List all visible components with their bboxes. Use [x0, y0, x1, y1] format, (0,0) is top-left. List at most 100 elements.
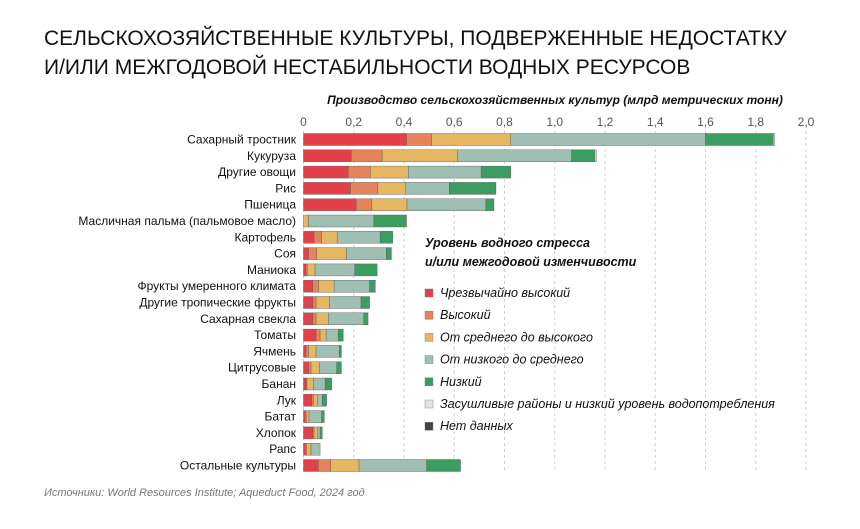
- bar-segment: [303, 443, 306, 456]
- bar-segment: [303, 231, 315, 244]
- bar-segment: [303, 328, 317, 342]
- category-label: Масличная пальма (пальмовое масло): [78, 214, 296, 228]
- category-label: Фрукты умеренного климата: [138, 279, 297, 293]
- bar-segment: [303, 149, 352, 163]
- bar-segment: [306, 410, 310, 423]
- bar-segment: [312, 312, 317, 325]
- bar-segment: [312, 280, 319, 293]
- bar-segment: [350, 182, 379, 195]
- bar-segment: [303, 459, 319, 472]
- category-label: Другие тропические фрукты: [139, 296, 296, 310]
- x-tick-label: 1,2: [597, 115, 614, 129]
- bar-segment: [374, 280, 376, 293]
- x-tick-label: 0,8: [496, 115, 513, 129]
- legend-label: Низкий: [440, 375, 482, 389]
- bar-segment: [356, 198, 373, 211]
- legend-swatch: [424, 399, 434, 409]
- bar-segment: [377, 182, 406, 195]
- bar-segment: [360, 296, 370, 309]
- legend-title: Уровень водного стресса: [425, 236, 590, 250]
- category-label: Цитрусовые: [228, 361, 296, 375]
- bar-segment: [303, 296, 313, 309]
- bar-segment: [315, 328, 321, 342]
- legend-label: Засушливые районы и низкий уровень водоп…: [440, 397, 775, 411]
- bar-segment: [303, 198, 357, 211]
- category-label: Батат: [264, 410, 296, 424]
- legend-swatch: [424, 288, 434, 298]
- bar-segment: [303, 377, 307, 391]
- legend-label: От низкого до среднего: [440, 353, 584, 367]
- bar-segment: [408, 165, 482, 179]
- bar-segment: [337, 328, 344, 342]
- legend-label: От среднего до высокого: [440, 330, 593, 344]
- bar-segment: [328, 312, 364, 325]
- legend-swatch: [424, 311, 434, 320]
- bar-segment: [303, 280, 313, 293]
- category-label: Ячмень: [253, 344, 296, 358]
- x-tick-label: 0,6: [446, 115, 463, 129]
- bar-segment: [371, 198, 408, 211]
- bar-segment: [594, 149, 597, 163]
- bar-segment: [303, 426, 313, 440]
- bar-segment: [317, 426, 321, 440]
- bar-segment: [406, 198, 487, 211]
- x-tick-label: 2,0: [798, 115, 815, 129]
- x-tick-label: 1,6: [697, 115, 714, 129]
- bar-segment: [303, 214, 309, 228]
- legend-swatch: [424, 377, 434, 386]
- bar-segment: [315, 345, 340, 358]
- bar-segment: [370, 165, 409, 179]
- bar-segment: [358, 459, 427, 472]
- legend-swatch: [424, 333, 434, 342]
- bar-segment: [373, 214, 407, 228]
- bar-segment: [705, 133, 774, 146]
- category-label: Хлопок: [256, 426, 297, 440]
- bar-segment: [319, 328, 327, 342]
- bar-segment: [333, 280, 370, 293]
- category-label: Рапс: [269, 442, 296, 456]
- bar-segment: [449, 182, 497, 195]
- bar-segment: [338, 345, 342, 358]
- bar-segment: [308, 410, 322, 423]
- bar-segment: [303, 361, 309, 374]
- bar-segment: [480, 165, 511, 179]
- category-label: Пшеница: [244, 198, 296, 212]
- x-tick-label: 1,0: [546, 115, 563, 129]
- bar-segment: [319, 361, 337, 374]
- category-label: Маниока: [247, 263, 296, 277]
- bar-segment: [305, 443, 307, 456]
- x-tick-label: 0,4: [396, 115, 413, 129]
- bar-segment: [363, 312, 369, 325]
- bar-segment: [308, 247, 318, 260]
- bar-segment: [354, 263, 378, 277]
- bar-segment: [312, 296, 317, 309]
- category-label: Картофель: [234, 230, 296, 244]
- category-label: Соя: [274, 247, 296, 261]
- bar-segment: [406, 133, 432, 146]
- category-label: Другие овощи: [218, 165, 296, 179]
- bar-segment: [336, 361, 342, 374]
- bar-segment: [311, 394, 314, 407]
- category-label: Кукуруза: [247, 149, 296, 163]
- bar-segment: [510, 133, 706, 146]
- source-note: Источники: World Resources Institute; Aq…: [44, 487, 365, 499]
- x-axis-label: Производство сельскохозяйственных культу…: [327, 93, 783, 107]
- bar-segment: [381, 149, 458, 163]
- bar-segment: [308, 345, 317, 358]
- x-tick-label: 0,2: [345, 115, 362, 129]
- bar-segment: [303, 133, 407, 146]
- bar-segment: [310, 361, 320, 374]
- bar-segment: [351, 149, 383, 163]
- x-tick-label: 1,4: [647, 115, 664, 129]
- legend-swatch: [424, 422, 434, 431]
- category-label: Рис: [275, 181, 296, 195]
- bar-segment: [431, 133, 511, 146]
- bar-segment: [314, 263, 355, 277]
- x-tick-label: 1,8: [747, 115, 764, 129]
- bar-segment: [325, 328, 339, 342]
- bar-segment: [303, 312, 313, 325]
- category-label: Банан: [262, 377, 296, 391]
- bar-segment: [318, 280, 335, 293]
- category-label: Сахарный тростник: [187, 133, 297, 147]
